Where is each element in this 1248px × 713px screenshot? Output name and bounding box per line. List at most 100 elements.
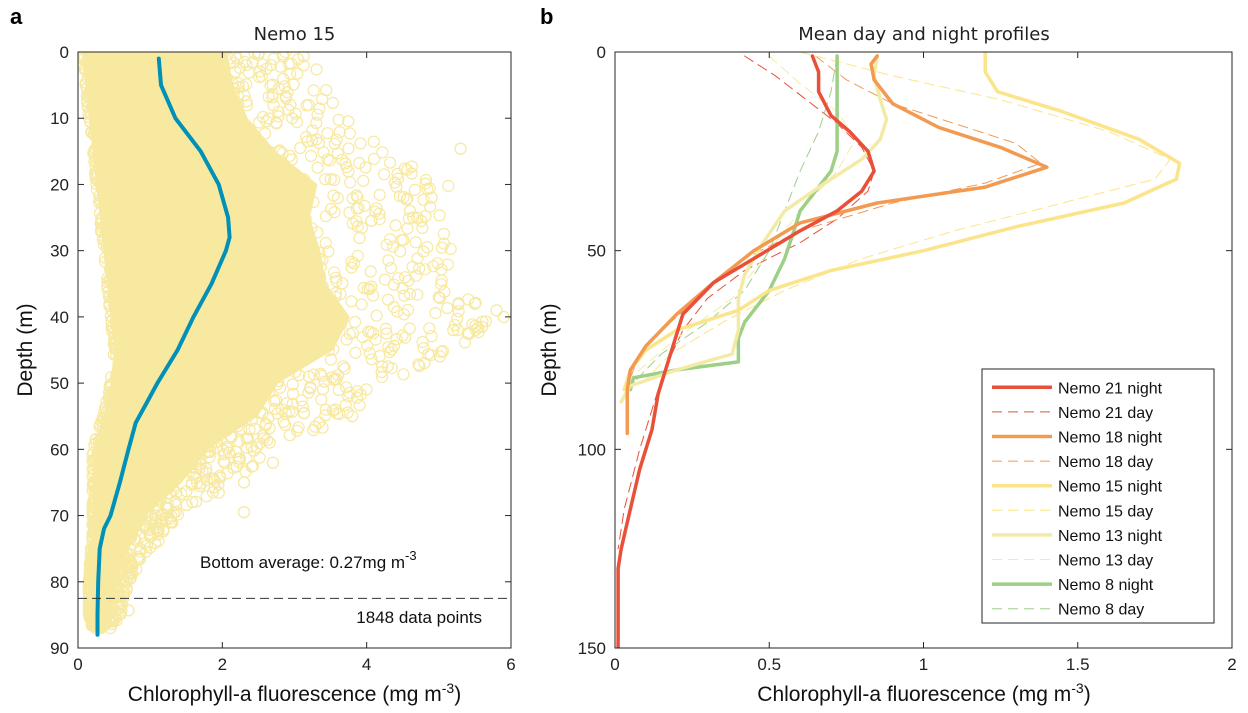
- scatter-point: [310, 63, 323, 76]
- y-tick-label-a: 90: [50, 639, 69, 658]
- series-line: [628, 54, 839, 392]
- scatter-point: [240, 441, 253, 454]
- scatter-point: [329, 271, 342, 284]
- scatter-point: [469, 296, 482, 309]
- scatter-point: [396, 282, 409, 295]
- series-line: [619, 54, 889, 404]
- scatter-point: [291, 67, 304, 80]
- profile-lines: [616, 52, 1182, 648]
- scatter-point: [319, 236, 332, 250]
- scatter-point: [401, 192, 414, 205]
- scatter-point: [346, 217, 359, 230]
- scatter-point: [245, 440, 258, 453]
- scatter-point: [310, 116, 323, 130]
- scatter-point: [302, 386, 315, 399]
- scatter-point: [126, 559, 139, 573]
- scatter-point: [342, 115, 355, 128]
- scatter-point: [286, 387, 300, 401]
- scatter-point: [382, 293, 395, 306]
- panel-b-title: Mean day and night profiles: [798, 24, 1049, 45]
- scatter-point: [384, 261, 397, 275]
- panel-a-title: Nemo 15: [254, 24, 336, 45]
- scatter-point: [221, 442, 234, 455]
- scatter-point: [283, 405, 296, 418]
- series-line: [616, 54, 876, 648]
- panel-a-scatter-chart: Bottom average: 0.27mg m-3 1848 data poin…: [14, 24, 516, 706]
- scatter-point: [208, 474, 221, 487]
- scatter-outlier: [475, 320, 489, 333]
- scatter-point: [260, 115, 273, 128]
- scatter-outlier: [468, 297, 482, 310]
- scatter-point: [385, 343, 398, 356]
- x-tick-label-b: 1.5: [1066, 655, 1090, 674]
- legend-box: [981, 368, 1215, 624]
- scatter-point: [387, 301, 400, 314]
- scatter-point: [369, 333, 382, 346]
- scatter-point: [437, 227, 450, 240]
- scatter-point: [427, 260, 440, 273]
- scatter-point: [326, 404, 340, 417]
- scatter-point: [346, 192, 359, 205]
- scatter-point: [435, 278, 448, 291]
- scatter-point: [405, 167, 418, 180]
- scatter-outlier: [461, 327, 474, 340]
- legend-label: Nemo 13 day: [1058, 553, 1153, 570]
- scatter-point: [344, 176, 357, 189]
- scatter-point: [319, 173, 332, 186]
- scatter-points: [78, 52, 510, 635]
- scatter-point: [402, 212, 415, 225]
- scatter-point: [294, 141, 307, 155]
- scatter-point: [296, 400, 309, 413]
- y-tick-label-b: 50: [587, 242, 606, 261]
- scatter-point: [217, 455, 230, 468]
- scatter-point: [186, 496, 199, 509]
- scatter-point: [313, 416, 326, 429]
- legend-label: Nemo 21 day: [1058, 405, 1153, 422]
- scatter-point: [332, 383, 345, 397]
- scatter-point: [232, 455, 246, 468]
- scatter-point: [424, 348, 437, 362]
- scatter-point: [343, 206, 356, 219]
- y-tick-label-a: 10: [50, 109, 69, 128]
- scatter-point: [416, 221, 429, 234]
- scatter-point: [338, 362, 351, 375]
- scatter-point: [419, 173, 433, 187]
- x-tick-label-a: 4: [362, 655, 371, 674]
- scatter-point: [416, 335, 429, 349]
- scatter-point: [328, 137, 341, 150]
- scatter-point: [433, 292, 446, 305]
- scatter-outlier: [447, 323, 460, 337]
- scatter-point: [402, 274, 415, 287]
- scatter-point: [307, 424, 320, 437]
- scatter-point: [407, 211, 420, 224]
- scatter-point: [284, 98, 297, 111]
- x-tick-label-b: 2: [1227, 655, 1236, 674]
- scatter-point: [320, 84, 333, 97]
- scatter-outlier: [490, 304, 503, 317]
- scatter-point: [284, 67, 297, 81]
- scatter-point: [351, 249, 364, 262]
- scatter-point: [435, 274, 448, 287]
- scatter-point: [115, 604, 128, 617]
- scatter-point: [339, 398, 352, 412]
- scatter-point: [431, 257, 444, 270]
- scatter-point: [365, 353, 378, 366]
- scatter-point: [400, 193, 413, 206]
- scatter-point: [401, 222, 414, 235]
- y-tick-label-a: 20: [50, 175, 69, 194]
- series-line: [639, 52, 1171, 387]
- scatter-point: [380, 327, 393, 340]
- scatter-point: [297, 59, 310, 72]
- scatter-point: [423, 322, 436, 335]
- scatter-point: [367, 327, 380, 340]
- scatter-point: [321, 127, 334, 140]
- scatter-point: [326, 96, 339, 110]
- panel-b-line-chart: 0 0.5 1 1.5 2 0 50 100 150 Mean day and night pr…: [538, 24, 1237, 706]
- scatter-point: [286, 378, 299, 391]
- scatter-point: [424, 200, 437, 213]
- scatter-point: [433, 350, 446, 363]
- scatter-point: [277, 415, 290, 428]
- scatter-point: [291, 424, 304, 437]
- y-tick-label-a: 70: [50, 507, 69, 526]
- bottom-average-label: Bottom average: 0.27mg m-3: [200, 548, 417, 572]
